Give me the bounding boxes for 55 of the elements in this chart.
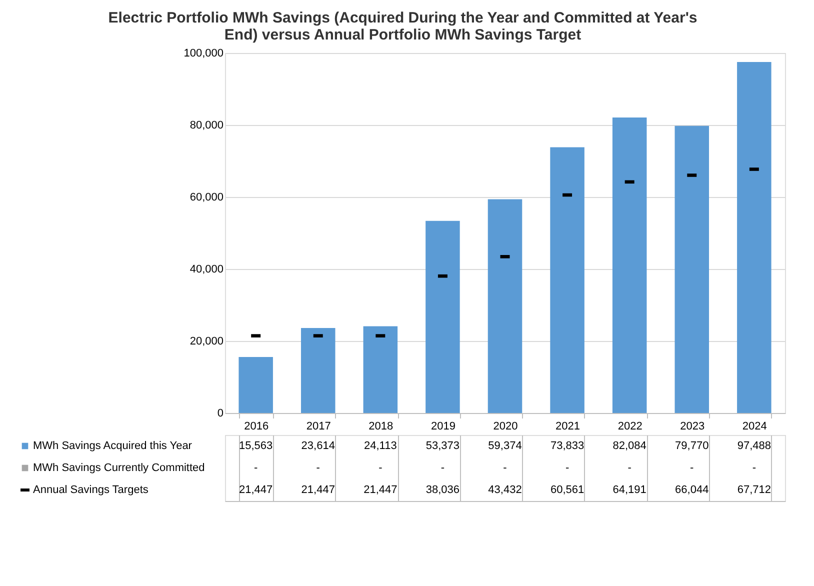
text: -: [378, 462, 382, 474]
x-tick-label: 2020: [493, 420, 518, 432]
text: -: [316, 462, 320, 474]
legend-label: MWh Savings Acquired this Year: [33, 440, 192, 452]
x-tick-label: 2023: [680, 420, 705, 432]
data-label: 21,447: [239, 484, 273, 496]
bar: [612, 118, 647, 413]
bar: [300, 328, 336, 413]
data-label: 79,770: [675, 440, 709, 452]
data-label: 97,488: [737, 440, 771, 452]
data-label: 53,373: [426, 440, 460, 452]
data-label: 43,432: [488, 484, 522, 496]
x-tick-label: 2018: [368, 420, 394, 432]
data-label: 21,447: [301, 484, 335, 496]
chart-title: Electric Portfolio MWh Savings (Acquired During the Year and Committed at Year's End) versus Annual Portfolio MWh Savings Target: [108, 10, 698, 44]
y-tick-label: 20,000: [190, 336, 224, 348]
y-tick-label: 0: [217, 408, 224, 420]
text: -: [503, 462, 507, 474]
data-label: 67,712: [737, 484, 771, 496]
text: -: [628, 462, 632, 474]
bar: [363, 326, 398, 413]
data-label: 60,561: [550, 484, 584, 496]
data-label: 15,563: [239, 440, 273, 452]
text: -: [690, 462, 694, 474]
bar: [550, 147, 584, 413]
x-tick-label: 2016: [244, 420, 269, 432]
bar: [737, 62, 772, 413]
x-tick-label: 2022: [618, 420, 642, 432]
x-tick-label: 2017: [306, 420, 331, 432]
data-label: 59,374: [488, 440, 522, 452]
data-label: 21,447: [364, 484, 398, 496]
x-tick-label: 2019: [430, 420, 456, 432]
bar: [674, 126, 710, 413]
y-tick-label: 80,000: [190, 120, 224, 132]
legend-label: MWh Savings Currently Committed: [33, 462, 205, 474]
data-label: 64,191: [612, 484, 646, 496]
data-label: 23,614: [301, 440, 335, 452]
bar: [488, 199, 522, 413]
text: -: [752, 462, 756, 474]
data-label: 66,044: [675, 484, 709, 496]
bar: [426, 220, 460, 413]
bar: [238, 356, 273, 413]
legend-label: Annual Savings Targets: [33, 484, 149, 496]
y-tick-label: 40,000: [190, 264, 224, 276]
x-tick-label: 2024: [742, 420, 767, 432]
text: -: [254, 462, 258, 474]
data-label: 73,833: [550, 440, 584, 452]
data-label: 82,084: [612, 440, 646, 452]
text: -: [565, 462, 570, 474]
data-label: 38,036: [426, 484, 460, 496]
y-tick-label: 60,000: [190, 192, 224, 204]
data-label: 24,113: [364, 440, 397, 452]
y-tick-label: 100,000: [184, 48, 224, 60]
text: -: [440, 462, 445, 474]
x-tick-label: 2021: [556, 420, 580, 432]
